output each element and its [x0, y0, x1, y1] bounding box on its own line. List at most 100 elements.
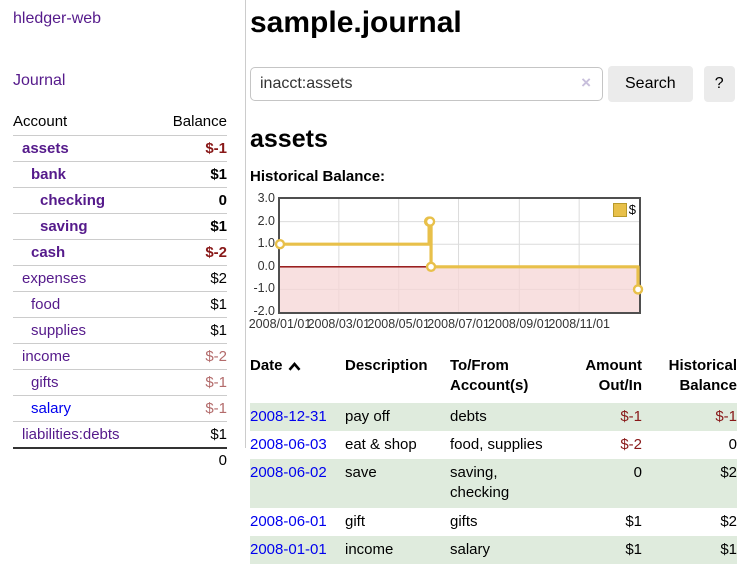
transaction-amount: 0 [633, 464, 642, 481]
register-header-accounts: To/From Account(s) [450, 357, 529, 395]
register-row: 2008-06-02 save saving, checking 0 $2 [250, 459, 737, 508]
account-row: expenses $2 [13, 265, 227, 292]
search-input-wrap: × [250, 67, 603, 101]
accounts-table: Account Balance assets $-1 bank $1 checking 0… [13, 110, 227, 472]
transaction-description: save [345, 464, 377, 481]
x-axis-tick-label: 2008/09/01 [488, 317, 551, 331]
transaction-date-link[interactable]: 2008-06-01 [250, 512, 327, 530]
register-row: 2008-06-01 gift gifts $1 $2 [250, 508, 737, 536]
legend-label: $ [628, 202, 636, 217]
sidebar-account-balance: $-2 [154, 343, 227, 370]
sidebar-account-link[interactable]: supplies [31, 322, 87, 339]
search-input[interactable] [250, 67, 603, 101]
y-axis-tick-label: -2.0 [253, 304, 275, 318]
accounts-total-spacer [13, 447, 155, 472]
x-axis-tick-label: 2008/01/01 [248, 317, 312, 331]
account-row: income $-2 [13, 343, 227, 370]
x-axis-tick-label: 2008/03/01 [307, 317, 371, 331]
sidebar-account-link[interactable]: cash [31, 244, 66, 261]
chart-plot-area[interactable]: $ [274, 197, 644, 314]
sidebar-account-link[interactable]: liabilities:debts [22, 426, 120, 443]
sidebar: hledger-web Journal Account Balance asse… [0, 0, 246, 472]
transaction-description: gift [345, 512, 366, 530]
account-row: food $1 [13, 291, 227, 318]
y-axis-tick-label: 3.0 [257, 191, 275, 205]
register-header-amount: Amount Out/In [585, 357, 642, 395]
sidebar-account-balance: $1 [154, 317, 227, 344]
sidebar-account-balance: $1 [154, 291, 227, 318]
main-content: sample.journal × Search ? assets Histori… [248, 0, 738, 564]
account-row: liabilities:debts $1 [13, 421, 227, 448]
transaction-accounts: gifts [450, 512, 478, 530]
transaction-description: eat & shop [345, 435, 417, 453]
sidebar-account-link[interactable]: assets [22, 140, 69, 157]
account-row: supplies $1 [13, 317, 227, 344]
x-axis-tick-label: 2008/11/01 [548, 317, 610, 331]
transaction-date-link[interactable]: 2008-12-31 [250, 407, 327, 425]
account-heading: assets [250, 125, 328, 153]
sidebar-account-balance: $-1 [154, 135, 227, 162]
register-row: 2008-12-31 pay off debts $-1 $-1 [250, 402, 737, 431]
register-header-row: Date Description To/From Account(s) Amou… [250, 354, 737, 403]
account-row: assets $-1 [13, 135, 227, 162]
y-axis-tick-label: 1.0 [257, 236, 275, 251]
transaction-date-link[interactable]: 2008-06-03 [250, 435, 327, 453]
register-row: 2008-06-03 eat & shop food, supplies $-2 0 [250, 431, 737, 459]
help-button[interactable]: ? [703, 66, 735, 102]
account-row: checking 0 [13, 187, 227, 214]
transaction-amount: $-2 [620, 435, 642, 453]
account-row: cash $-2 [13, 239, 227, 266]
sidebar-account-link[interactable]: checking [40, 192, 106, 209]
sidebar-account-balance: $-1 [154, 369, 227, 396]
account-row: saving $1 [13, 213, 227, 240]
app-title-link[interactable]: hledger-web [13, 10, 102, 27]
register-header-date-label: Date [250, 357, 283, 374]
sidebar-account-link[interactable]: salary [31, 400, 72, 417]
account-row: salary $-1 [13, 395, 227, 422]
register-header-balance: Historical Balance [668, 357, 737, 395]
transaction-balance: $1 [720, 540, 737, 558]
sidebar-account-link[interactable]: food [31, 296, 61, 313]
register-header-description: Description [345, 357, 428, 374]
y-axis-tick-label: -1.0 [253, 281, 275, 296]
search-form: × Search ? [250, 66, 738, 102]
transaction-accounts: debts [450, 407, 487, 425]
sidebar-account-balance: $1 [154, 213, 227, 240]
sidebar-account-link[interactable]: income [22, 348, 71, 365]
register-table: Date Description To/From Account(s) Amou… [250, 354, 737, 564]
transaction-accounts: food, supplies [450, 435, 543, 453]
legend-swatch [612, 202, 627, 217]
sidebar-account-link[interactable]: expenses [22, 270, 87, 287]
chart-title: Historical Balance: [250, 168, 386, 185]
sidebar-account-link[interactable]: gifts [31, 374, 59, 391]
sidebar-account-link[interactable]: bank [31, 166, 67, 183]
x-axis-tick-label: 2008/07/01 [427, 317, 490, 331]
register-row: 2008-01-01 income salary $1 $1 [250, 535, 737, 564]
transaction-date-link[interactable]: 2008-06-02 [250, 464, 327, 481]
y-axis-tick-label: 0.0 [257, 258, 275, 273]
journal-link[interactable]: Journal [13, 72, 66, 89]
accounts-total-value: 0 [154, 447, 227, 472]
sidebar-account-balance: 0 [154, 187, 227, 214]
clear-search-icon[interactable]: × [581, 73, 591, 92]
search-button[interactable]: Search [608, 66, 693, 102]
accounts-header-row: Account Balance [13, 110, 227, 136]
account-row: gifts $-1 [13, 369, 227, 396]
sidebar-account-balance: $1 [154, 161, 227, 188]
page-title: sample.journal [250, 6, 462, 39]
sidebar-account-link[interactable]: saving [40, 218, 88, 235]
transaction-balance: $-1 [715, 407, 737, 425]
sidebar-account-balance: $-1 [154, 395, 227, 422]
register-header-date[interactable]: Date [250, 354, 345, 403]
account-row: bank $1 [13, 161, 227, 188]
chart-legend: $ [612, 202, 636, 217]
transaction-date-link[interactable]: 2008-01-01 [250, 540, 327, 558]
transaction-balance: 0 [728, 435, 737, 453]
sidebar-account-balance: $1 [154, 421, 227, 448]
transaction-description: pay off [345, 407, 390, 425]
transaction-amount: $1 [625, 512, 642, 530]
accounts-header-balance: Balance [172, 113, 227, 130]
transaction-accounts: salary [450, 540, 491, 558]
transaction-balance: $2 [720, 464, 737, 481]
sidebar-account-balance: $2 [154, 265, 227, 292]
